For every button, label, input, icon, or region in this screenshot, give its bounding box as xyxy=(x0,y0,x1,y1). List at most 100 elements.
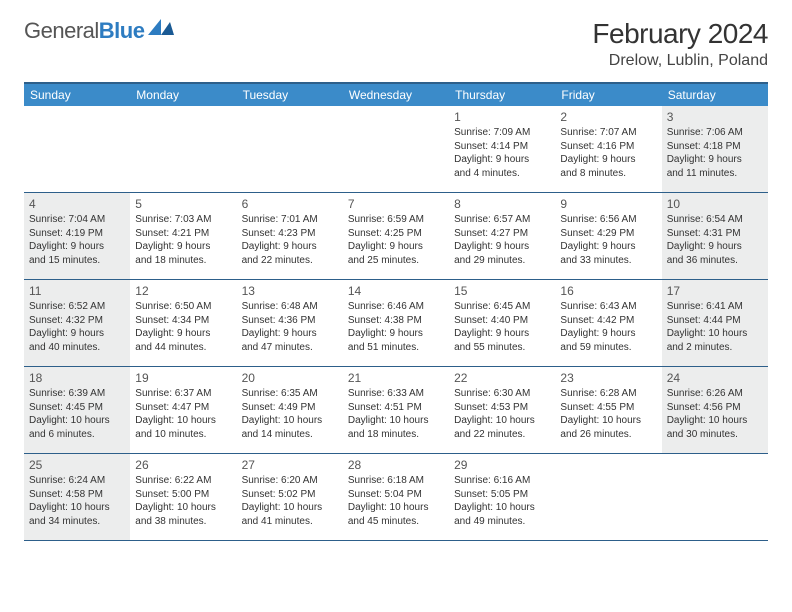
day-header: Saturday xyxy=(662,84,768,106)
month-title: February 2024 xyxy=(592,18,768,50)
day-daylight2: and 49 minutes. xyxy=(454,515,550,529)
day-cell-empty xyxy=(237,106,343,192)
day-daylight1: Daylight: 10 hours xyxy=(348,501,444,515)
day-daylight1: Daylight: 9 hours xyxy=(348,327,444,341)
day-daylight2: and 30 minutes. xyxy=(667,428,763,442)
day-number: 12 xyxy=(135,283,231,299)
day-daylight1: Daylight: 9 hours xyxy=(454,153,550,167)
day-daylight1: Daylight: 9 hours xyxy=(667,240,763,254)
day-cell-empty xyxy=(343,106,449,192)
weeks-container: 1Sunrise: 7:09 AMSunset: 4:14 PMDaylight… xyxy=(24,106,768,541)
week-row: 11Sunrise: 6:52 AMSunset: 4:32 PMDayligh… xyxy=(24,280,768,367)
day-daylight2: and 14 minutes. xyxy=(242,428,338,442)
day-number: 3 xyxy=(667,109,763,125)
day-sunset: Sunset: 4:42 PM xyxy=(560,314,656,328)
day-cell-empty xyxy=(555,454,661,540)
day-number: 19 xyxy=(135,370,231,386)
day-sunset: Sunset: 5:04 PM xyxy=(348,488,444,502)
day-sunrise: Sunrise: 6:18 AM xyxy=(348,474,444,488)
day-number: 29 xyxy=(454,457,550,473)
day-daylight1: Daylight: 9 hours xyxy=(454,240,550,254)
week-row: 18Sunrise: 6:39 AMSunset: 4:45 PMDayligh… xyxy=(24,367,768,454)
day-sunset: Sunset: 4:47 PM xyxy=(135,401,231,415)
day-daylight2: and 2 minutes. xyxy=(667,341,763,355)
day-daylight1: Daylight: 10 hours xyxy=(560,414,656,428)
day-daylight1: Daylight: 10 hours xyxy=(242,501,338,515)
day-cell: 15Sunrise: 6:45 AMSunset: 4:40 PMDayligh… xyxy=(449,280,555,366)
day-sunrise: Sunrise: 6:50 AM xyxy=(135,300,231,314)
day-number: 14 xyxy=(348,283,444,299)
day-cell-empty xyxy=(24,106,130,192)
day-daylight2: and 8 minutes. xyxy=(560,167,656,181)
day-sunset: Sunset: 4:29 PM xyxy=(560,227,656,241)
day-sunrise: Sunrise: 7:01 AM xyxy=(242,213,338,227)
day-cell: 4Sunrise: 7:04 AMSunset: 4:19 PMDaylight… xyxy=(24,193,130,279)
day-cell: 21Sunrise: 6:33 AMSunset: 4:51 PMDayligh… xyxy=(343,367,449,453)
logo: GeneralBlue xyxy=(24,18,174,44)
day-daylight2: and 40 minutes. xyxy=(29,341,125,355)
day-header: Thursday xyxy=(449,84,555,106)
day-daylight1: Daylight: 9 hours xyxy=(29,240,125,254)
day-header: Wednesday xyxy=(343,84,449,106)
day-sunrise: Sunrise: 6:57 AM xyxy=(454,213,550,227)
day-sunset: Sunset: 4:31 PM xyxy=(667,227,763,241)
day-number: 23 xyxy=(560,370,656,386)
day-sunset: Sunset: 4:27 PM xyxy=(454,227,550,241)
day-cell: 1Sunrise: 7:09 AMSunset: 4:14 PMDaylight… xyxy=(449,106,555,192)
day-sunrise: Sunrise: 6:52 AM xyxy=(29,300,125,314)
day-daylight2: and 18 minutes. xyxy=(348,428,444,442)
day-sunrise: Sunrise: 6:22 AM xyxy=(135,474,231,488)
day-sunrise: Sunrise: 6:28 AM xyxy=(560,387,656,401)
day-sunset: Sunset: 4:16 PM xyxy=(560,140,656,154)
logo-text-2: Blue xyxy=(99,18,145,44)
day-sunset: Sunset: 4:55 PM xyxy=(560,401,656,415)
day-cell: 3Sunrise: 7:06 AMSunset: 4:18 PMDaylight… xyxy=(662,106,768,192)
day-sunrise: Sunrise: 7:07 AM xyxy=(560,126,656,140)
day-daylight2: and 44 minutes. xyxy=(135,341,231,355)
day-sunset: Sunset: 4:18 PM xyxy=(667,140,763,154)
day-sunset: Sunset: 4:36 PM xyxy=(242,314,338,328)
day-sunset: Sunset: 4:53 PM xyxy=(454,401,550,415)
day-daylight1: Daylight: 9 hours xyxy=(135,327,231,341)
day-number: 8 xyxy=(454,196,550,212)
day-number: 9 xyxy=(560,196,656,212)
day-daylight2: and 29 minutes. xyxy=(454,254,550,268)
day-cell: 6Sunrise: 7:01 AMSunset: 4:23 PMDaylight… xyxy=(237,193,343,279)
day-number: 16 xyxy=(560,283,656,299)
day-cell-empty xyxy=(130,106,236,192)
day-daylight2: and 6 minutes. xyxy=(29,428,125,442)
day-daylight2: and 55 minutes. xyxy=(454,341,550,355)
day-daylight1: Daylight: 10 hours xyxy=(29,414,125,428)
day-daylight1: Daylight: 9 hours xyxy=(29,327,125,341)
day-sunset: Sunset: 4:38 PM xyxy=(348,314,444,328)
day-daylight2: and 47 minutes. xyxy=(242,341,338,355)
day-number: 11 xyxy=(29,283,125,299)
day-daylight1: Daylight: 10 hours xyxy=(454,501,550,515)
day-daylight2: and 26 minutes. xyxy=(560,428,656,442)
day-sunset: Sunset: 4:14 PM xyxy=(454,140,550,154)
day-daylight2: and 18 minutes. xyxy=(135,254,231,268)
logo-text-1: General xyxy=(24,18,99,44)
day-number: 10 xyxy=(667,196,763,212)
day-sunrise: Sunrise: 7:03 AM xyxy=(135,213,231,227)
day-sunrise: Sunrise: 6:41 AM xyxy=(667,300,763,314)
day-cell: 19Sunrise: 6:37 AMSunset: 4:47 PMDayligh… xyxy=(130,367,236,453)
day-daylight1: Daylight: 9 hours xyxy=(242,327,338,341)
day-number: 22 xyxy=(454,370,550,386)
day-sunrise: Sunrise: 6:46 AM xyxy=(348,300,444,314)
day-cell: 12Sunrise: 6:50 AMSunset: 4:34 PMDayligh… xyxy=(130,280,236,366)
day-sunrise: Sunrise: 7:04 AM xyxy=(29,213,125,227)
day-sunrise: Sunrise: 7:06 AM xyxy=(667,126,763,140)
day-cell: 18Sunrise: 6:39 AMSunset: 4:45 PMDayligh… xyxy=(24,367,130,453)
day-sunrise: Sunrise: 7:09 AM xyxy=(454,126,550,140)
day-sunset: Sunset: 4:25 PM xyxy=(348,227,444,241)
day-number: 21 xyxy=(348,370,444,386)
day-daylight1: Daylight: 10 hours xyxy=(667,327,763,341)
day-number: 5 xyxy=(135,196,231,212)
day-number: 17 xyxy=(667,283,763,299)
day-daylight2: and 22 minutes. xyxy=(454,428,550,442)
day-number: 6 xyxy=(242,196,338,212)
day-cell: 5Sunrise: 7:03 AMSunset: 4:21 PMDaylight… xyxy=(130,193,236,279)
day-number: 20 xyxy=(242,370,338,386)
day-daylight2: and 38 minutes. xyxy=(135,515,231,529)
